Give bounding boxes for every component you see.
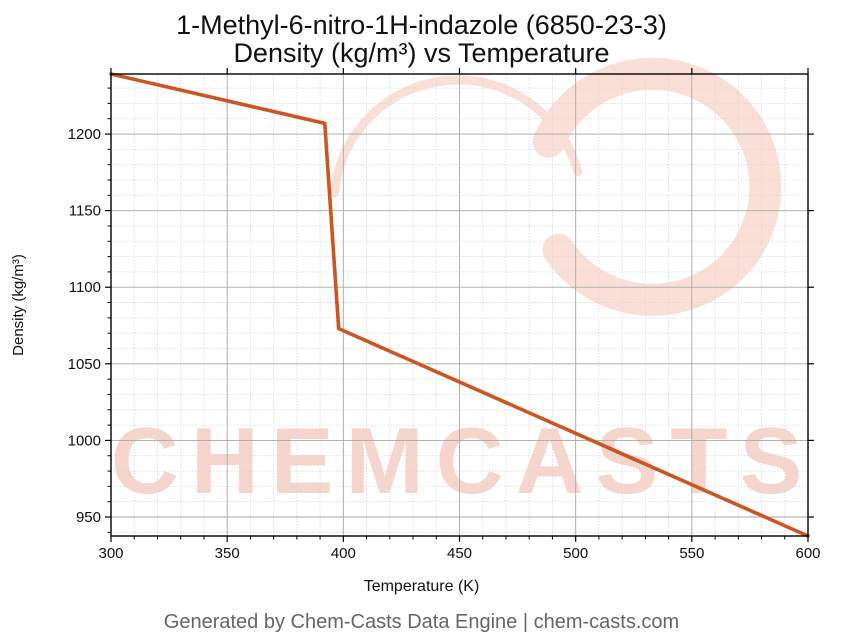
svg-text:1050: 1050 — [68, 356, 101, 373]
svg-text:550: 550 — [679, 545, 704, 562]
svg-text:450: 450 — [447, 545, 472, 562]
svg-text:1150: 1150 — [69, 203, 101, 220]
svg-text:500: 500 — [563, 545, 588, 562]
svg-text:1200: 1200 — [68, 126, 101, 143]
svg-text:600: 600 — [795, 545, 820, 562]
svg-text:300: 300 — [98, 545, 123, 562]
svg-text:1100: 1100 — [69, 279, 101, 296]
svg-text:1000: 1000 — [68, 432, 101, 449]
svg-text:CHEMCASTS: CHEMCASTS — [111, 408, 814, 513]
svg-text:350: 350 — [215, 545, 240, 562]
svg-text:950: 950 — [76, 509, 101, 526]
svg-text:400: 400 — [331, 545, 356, 562]
